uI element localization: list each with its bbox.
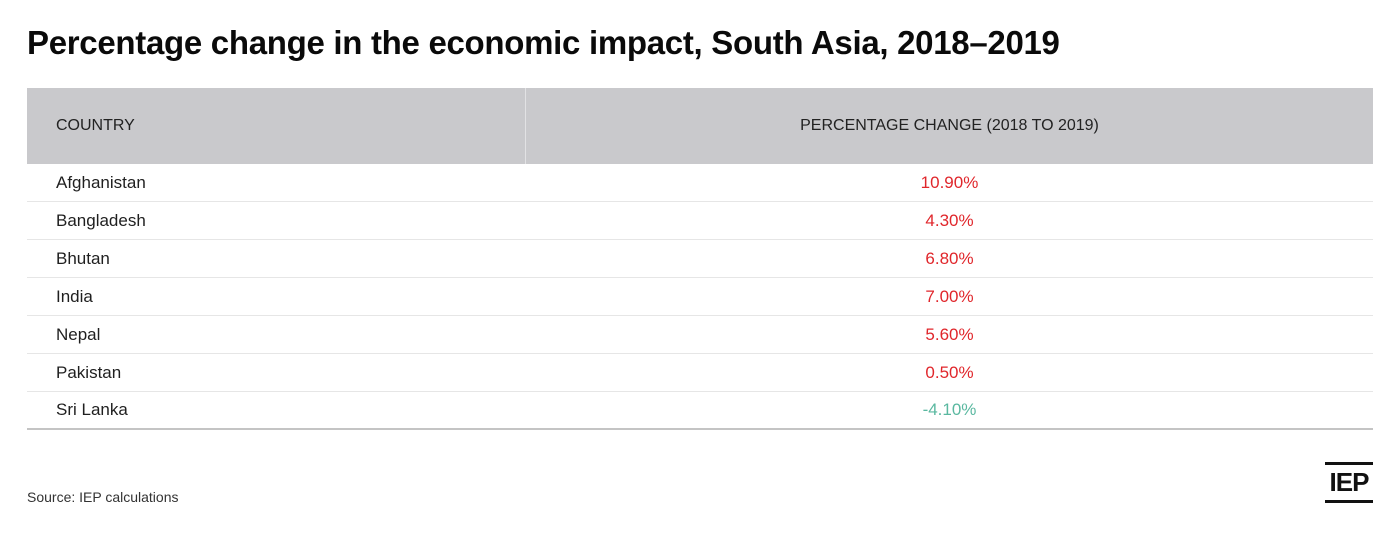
country-cell: India: [56, 286, 93, 306]
percentage-change-cell: 10.90%: [920, 172, 979, 192]
column-header-percentage-change: PERCENTAGE CHANGE (2018 TO 2019): [800, 117, 1099, 134]
logo-top-bar: [1325, 462, 1373, 465]
logo-text: IEP: [1329, 467, 1370, 497]
iep-logo: IEP: [1325, 462, 1373, 503]
percentage-change-cell: 0.50%: [925, 362, 974, 382]
table-row: Bhutan 6.80%: [27, 240, 1373, 278]
logo-bottom-bar: [1325, 500, 1373, 503]
percentage-change-cell: -4.10%: [922, 400, 977, 419]
table-row: Afghanistan 10.90%: [27, 164, 1373, 202]
table-row: Bangladesh 4.30%: [27, 202, 1373, 240]
country-cell: Afghanistan: [56, 172, 146, 192]
country-cell: Pakistan: [56, 362, 122, 382]
table-row: Pakistan 0.50%: [27, 354, 1373, 392]
percentage-change-cell: 4.30%: [925, 210, 974, 230]
page-title: Percentage change in the economic impact…: [27, 24, 1060, 61]
table-row: Nepal 5.60%: [27, 316, 1373, 354]
data-table: COUNTRY PERCENTAGE CHANGE (2018 TO 2019)…: [27, 88, 1373, 430]
percentage-change-cell: 5.60%: [925, 324, 974, 344]
table-header: COUNTRY PERCENTAGE CHANGE (2018 TO 2019): [27, 88, 1373, 164]
table-row: India 7.00%: [27, 278, 1373, 316]
column-header-country: COUNTRY: [27, 88, 526, 164]
country-cell: Bhutan: [56, 248, 110, 268]
country-cell: Bangladesh: [56, 210, 146, 230]
percentage-change-cell: 6.80%: [925, 248, 974, 268]
country-cell: Nepal: [56, 324, 101, 344]
source-note: Source: IEP calculations: [27, 489, 179, 505]
table-body: Afghanistan 10.90% Bangladesh 4.30% Bhutan 6.…: [27, 164, 1373, 430]
table-row: Sri Lanka -4.10%: [27, 392, 1373, 430]
percentage-change-cell: 7.00%: [925, 286, 974, 306]
country-cell: Sri Lanka: [56, 400, 128, 419]
